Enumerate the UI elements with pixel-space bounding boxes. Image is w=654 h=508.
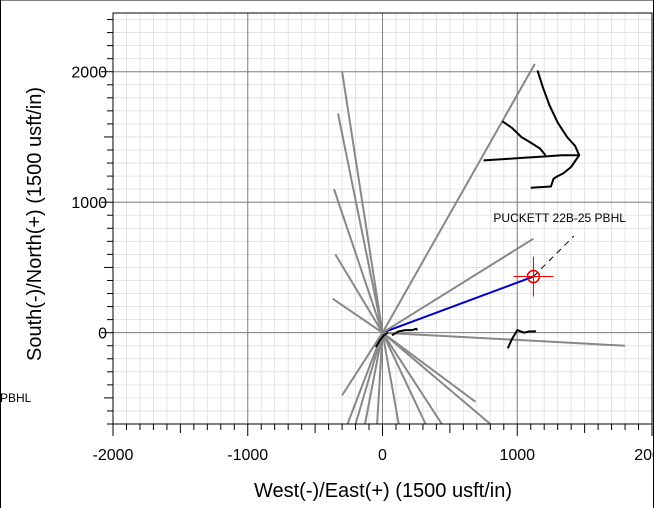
offset-well-line (381, 332, 427, 425)
survey-line (374, 331, 389, 348)
well-annotation: PUCKETT 22B-25 PBHL (493, 211, 626, 225)
x-tick-label: 1000 (499, 447, 535, 464)
offset-well-line (341, 71, 384, 333)
survey-line (506, 329, 537, 349)
x-tick-label: 2000 (634, 447, 654, 464)
y-tick-label: 1000 (71, 195, 107, 212)
plan-extension-line (533, 235, 575, 277)
survey-line (391, 327, 419, 337)
offset-well-line (382, 331, 626, 347)
offset-well-line (364, 332, 384, 425)
target-circle (526, 269, 541, 284)
tick-labels: -2000 -1000 0 1000 2000 0 1000 2000 (71, 65, 654, 464)
x-tick-label: -1000 (227, 447, 268, 464)
axis-ticks (101, 19, 653, 436)
target-marker (513, 256, 554, 297)
offset-well-line (381, 331, 477, 403)
offset-well-line (341, 332, 384, 396)
x-tick-label: 0 (378, 447, 387, 464)
offset-well-line (333, 188, 384, 334)
offset-well-line (381, 331, 491, 425)
offset-well-line (354, 332, 384, 425)
offset-well-line (381, 332, 443, 425)
offset-well-line (381, 63, 536, 334)
offset-well-line (376, 332, 384, 425)
x-axis-label: West(-)/East(+) (1500 usft/in) (254, 480, 512, 502)
survey-line (501, 120, 547, 156)
y-tick-label: 2000 (71, 65, 107, 82)
offset-well-line (381, 332, 400, 425)
offset-well-line (381, 237, 534, 334)
y-axis-label: South(-)/North(+) (1500 usft/in) (24, 87, 46, 361)
offset-well-line (334, 253, 384, 334)
offset-well-line (332, 297, 384, 334)
survey-line (483, 154, 580, 162)
well-annotation: PBHL (0, 391, 32, 405)
offset-well-line (346, 332, 384, 425)
x-tick-label: -2000 (93, 447, 134, 464)
series-layer (332, 63, 626, 425)
offset-well-line (337, 113, 384, 333)
plan-wellbore-line (382, 275, 534, 334)
y-tick-label: 0 (98, 326, 107, 343)
